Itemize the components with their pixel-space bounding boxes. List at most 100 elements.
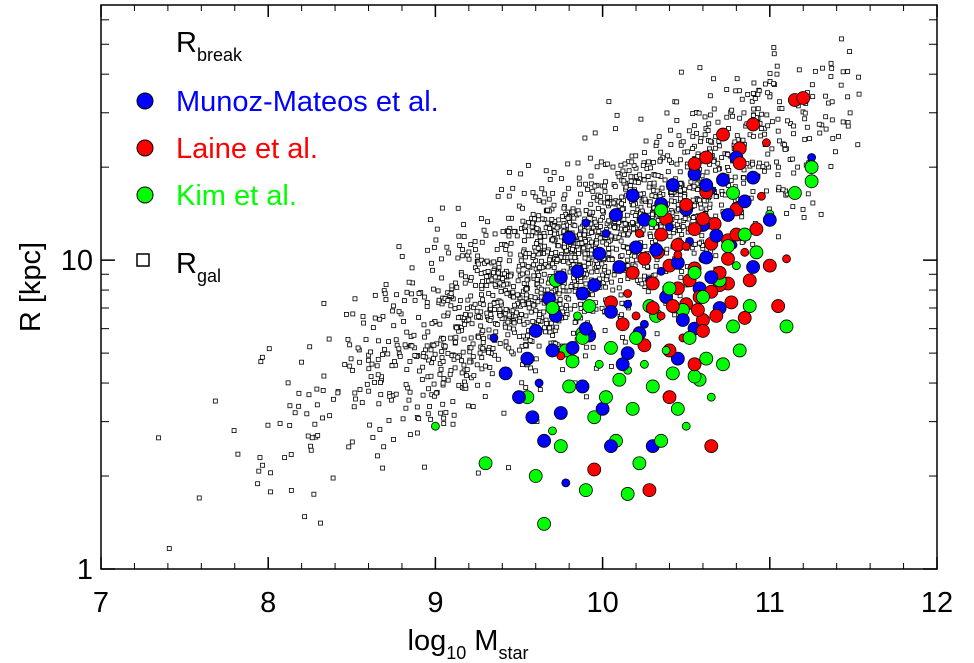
gal-point xyxy=(506,325,512,331)
gal-point xyxy=(447,371,453,377)
gal-point xyxy=(467,349,473,355)
laine-point xyxy=(716,127,730,142)
plot-frame xyxy=(100,4,938,570)
gal-point xyxy=(715,119,721,125)
gal-point xyxy=(407,432,413,437)
gal-point xyxy=(542,325,547,331)
gal-point xyxy=(439,355,445,361)
gal-point xyxy=(503,339,509,345)
gal-point xyxy=(285,380,291,386)
gal-point xyxy=(516,267,522,273)
gal-point xyxy=(610,287,616,293)
gal-point xyxy=(402,298,407,303)
y-tick-label: 1 xyxy=(77,554,93,586)
gal-point xyxy=(568,254,574,260)
gal-point xyxy=(347,342,353,348)
gal-point xyxy=(360,314,366,319)
gal-point xyxy=(396,309,402,315)
gal-point xyxy=(511,326,517,332)
gal-point xyxy=(551,202,557,208)
munoz-point xyxy=(709,228,724,243)
gal-point xyxy=(840,119,846,125)
gal-point xyxy=(545,264,551,270)
gal-point xyxy=(455,354,461,360)
gal-point xyxy=(366,388,372,394)
gal-point xyxy=(809,82,815,88)
gal-point xyxy=(598,159,604,165)
gal-point xyxy=(506,193,512,199)
gal-point xyxy=(502,324,508,330)
x-axis-title: log10 Mstar xyxy=(408,625,529,663)
gal-point xyxy=(597,224,603,229)
laine-point xyxy=(691,303,705,317)
gal-point xyxy=(467,312,473,318)
gal-point xyxy=(382,291,388,297)
gal-point xyxy=(752,96,758,101)
gal-point xyxy=(492,274,498,280)
gal-point xyxy=(755,106,761,112)
gal-point xyxy=(697,197,702,203)
x-tick-label: 9 xyxy=(427,587,443,619)
laine-point xyxy=(771,299,786,313)
gal-point xyxy=(828,74,834,79)
gal-point xyxy=(485,269,491,274)
gal-point xyxy=(667,157,672,163)
laine-point xyxy=(665,299,680,313)
gal-point xyxy=(314,402,320,408)
legend-label: Munoz-Mateos et al. xyxy=(176,86,439,118)
gal-point xyxy=(557,297,563,303)
gal-point xyxy=(775,234,781,240)
gal-point xyxy=(500,276,505,282)
gal-point xyxy=(588,201,594,207)
gal-point xyxy=(532,295,538,301)
gal-point xyxy=(528,365,533,371)
gal-point xyxy=(459,370,465,376)
gal-point xyxy=(589,230,595,235)
gal-point xyxy=(790,156,795,162)
gal-point xyxy=(764,188,769,194)
gal-point xyxy=(465,305,470,311)
gal-point xyxy=(530,319,536,324)
gal-point xyxy=(321,300,327,306)
gal-point xyxy=(592,183,598,189)
gal-point xyxy=(444,244,450,250)
gal-point xyxy=(477,350,483,356)
gal-point xyxy=(674,215,680,220)
gal-point xyxy=(506,465,511,471)
gal-point xyxy=(556,291,562,297)
gal-point xyxy=(441,415,447,421)
gal-point xyxy=(767,71,773,76)
gal-point xyxy=(696,110,702,116)
gal-point xyxy=(439,205,445,211)
gal-point xyxy=(665,153,671,159)
gal-point xyxy=(724,87,730,92)
gal-point xyxy=(719,155,725,160)
gal-point xyxy=(367,422,373,428)
gal-point xyxy=(620,335,625,340)
gal-point xyxy=(812,68,818,74)
gal-point xyxy=(648,234,654,240)
gal-point xyxy=(416,416,422,422)
gal-point xyxy=(517,318,522,324)
gal-point xyxy=(344,311,349,317)
gal-point xyxy=(546,196,552,202)
gal-point xyxy=(306,392,312,398)
kim-point xyxy=(699,351,714,366)
gal-point xyxy=(589,269,595,275)
gal-point xyxy=(478,257,484,263)
gal-point xyxy=(464,367,470,373)
gal-point xyxy=(435,288,441,294)
gal-point xyxy=(777,138,782,144)
gal-point xyxy=(530,229,536,235)
kim-point xyxy=(665,366,680,381)
gal-point xyxy=(802,136,808,142)
gal-point xyxy=(498,289,504,294)
gal-point xyxy=(600,208,606,214)
laine-point xyxy=(631,311,641,321)
gal-point xyxy=(479,355,485,361)
gal-point xyxy=(480,345,486,351)
gal-point xyxy=(578,279,584,284)
kim-point xyxy=(787,186,802,200)
gal-point xyxy=(448,368,454,373)
gal-point xyxy=(461,234,467,239)
